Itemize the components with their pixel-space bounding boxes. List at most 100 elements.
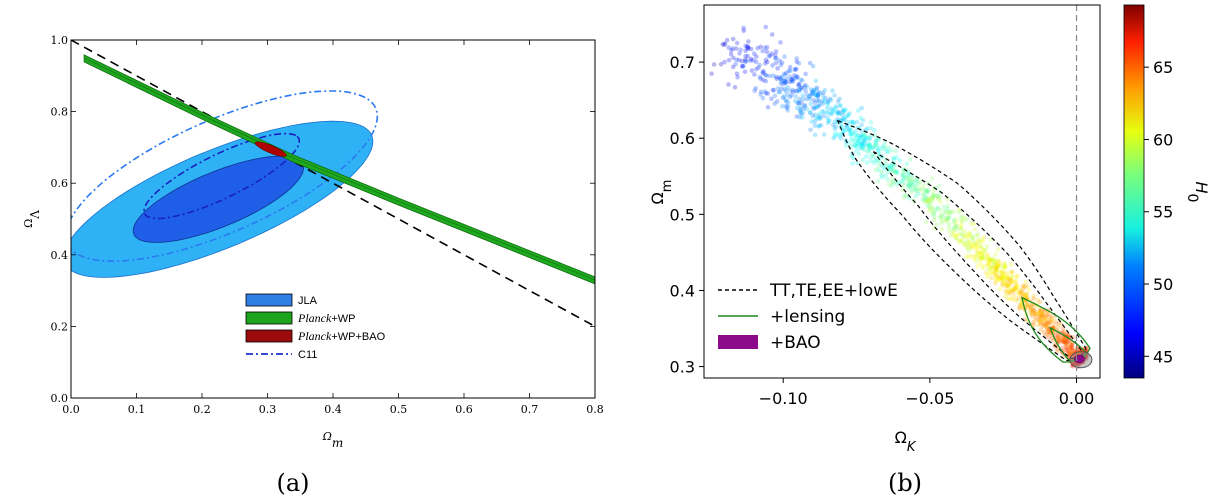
sample-point [1025, 283, 1030, 289]
sample-point [931, 189, 936, 195]
sample-point [832, 126, 838, 132]
panel-a-y-tick-label: 0.4 [51, 249, 69, 262]
sample-point [934, 206, 940, 211]
sample-point [755, 45, 760, 51]
sample-point [1014, 284, 1019, 289]
sample-point [1035, 312, 1041, 317]
sample-point [813, 116, 819, 121]
sample-point [927, 201, 932, 206]
sample-point [966, 254, 972, 259]
sample-point [842, 127, 848, 132]
sample-point [1000, 278, 1005, 283]
sample-point [922, 199, 927, 204]
sample-point [811, 87, 817, 93]
sample-point [757, 62, 762, 68]
sample-point [814, 105, 819, 110]
sample-point [789, 79, 795, 84]
sample-point [743, 57, 748, 63]
sample-point [951, 232, 957, 238]
sample-point [966, 248, 971, 253]
sample-point [1040, 312, 1045, 317]
panel-a-y-tick-label: 0.8 [51, 106, 69, 119]
sample-point [1066, 349, 1071, 355]
sample-point [975, 264, 980, 269]
sample-point [772, 101, 777, 106]
sample-point [1014, 298, 1019, 303]
sample-point [993, 267, 999, 273]
sample-point [981, 254, 986, 260]
sample-point [958, 224, 963, 230]
sample-point [784, 70, 789, 75]
sample-point [1049, 317, 1054, 323]
sample-point [860, 142, 865, 147]
sample-point [1002, 265, 1007, 270]
sample-point [879, 169, 885, 175]
sample-point [874, 143, 879, 148]
sample-point [802, 82, 808, 88]
sample-point [987, 259, 993, 265]
sample-point [932, 214, 937, 220]
sample-point [973, 254, 978, 259]
sample-point [937, 194, 942, 200]
sample-point [1046, 335, 1052, 340]
sample-point [1048, 319, 1054, 324]
sample-point [1010, 274, 1015, 279]
sample-point [922, 196, 927, 201]
sample-point [956, 238, 962, 243]
sample-point [828, 106, 834, 111]
sample-point [722, 41, 728, 46]
sample-point [857, 136, 863, 142]
sample-point [1067, 351, 1073, 357]
panel-b-legend: TT,TE,EE+lowE +lensing +BAO [718, 281, 898, 353]
sample-point [907, 176, 913, 181]
sample-point [876, 145, 882, 150]
sample-point [1016, 305, 1022, 311]
panel-b-y-axis-label: Ωm [648, 180, 675, 205]
sample-point [900, 173, 906, 178]
sample-point [922, 196, 928, 202]
sample-point [1049, 335, 1055, 341]
sample-point [1060, 338, 1066, 344]
sample-point [893, 148, 899, 154]
sample-point [720, 42, 725, 47]
panel-a: 0.0 0.1 0.2 0.3 0.4 0.5 0.6 0.7 0.8 0.0 0.2 0.4 0.6 0… [22, 34, 604, 497]
sample-point [1018, 290, 1023, 296]
sample-point [810, 105, 816, 110]
sample-point [964, 254, 969, 259]
sample-point [991, 257, 996, 262]
sample-point [1002, 274, 1007, 280]
sample-point [770, 87, 776, 93]
sample-point [914, 179, 919, 184]
sample-point [1003, 284, 1009, 289]
sample-point [734, 57, 739, 63]
sample-point [1028, 309, 1033, 314]
sample-point [860, 144, 865, 150]
sample-point [821, 132, 827, 137]
sample-point [900, 176, 906, 182]
sample-point [779, 78, 785, 84]
sample-point [867, 142, 872, 148]
sample-point [928, 198, 933, 203]
sample-point [833, 109, 839, 115]
sample-point [981, 235, 987, 240]
sample-point [821, 97, 827, 102]
sample-point [906, 178, 911, 183]
sample-point [1047, 331, 1053, 336]
sample-point [739, 58, 745, 64]
sample-point [1009, 288, 1014, 294]
sample-point [940, 214, 946, 219]
sample-point [904, 161, 909, 167]
sample-point [794, 114, 800, 119]
sample-point [1030, 308, 1035, 313]
panel-a-legend-swatch [245, 311, 293, 325]
jla-inner-contour [132, 155, 305, 243]
planck-wp-bao-contour [255, 141, 287, 157]
colorbar-tick-label: 60 [1153, 130, 1173, 149]
sample-point [809, 91, 815, 97]
sample-point [947, 215, 952, 220]
sample-point [1062, 340, 1068, 345]
panel-b-caption: (b) [888, 469, 922, 497]
sample-point [796, 100, 801, 106]
sample-point [1029, 313, 1035, 319]
panel-a-x-tick-label: 0.5 [390, 403, 408, 416]
